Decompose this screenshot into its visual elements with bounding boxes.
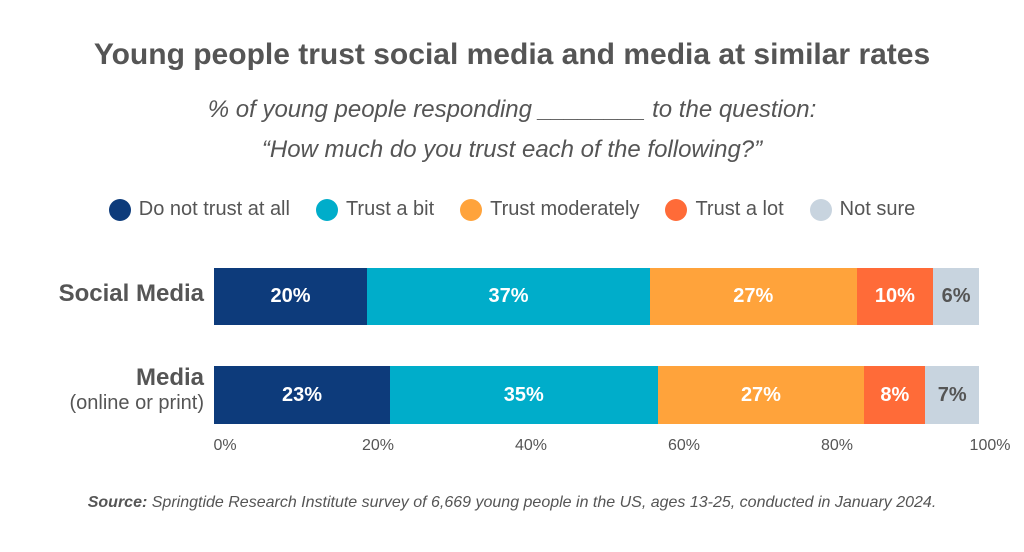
x-tick-label: 0% [213, 437, 237, 454]
bar-segment: 7% [925, 366, 979, 424]
chart-title: Young people trust social media and medi… [93, 38, 931, 71]
category-label: Social Media [59, 280, 204, 308]
data-label: 10% [874, 285, 915, 307]
bar-segment: 10% [856, 268, 934, 325]
x-tick-label: 60% [667, 437, 701, 454]
legend-swatch [809, 198, 832, 221]
legend-label: Trust a bit [345, 198, 435, 220]
source-label: Source: [87, 494, 148, 511]
legend-item: Trust a lot [665, 198, 784, 221]
data-label: 23% [281, 383, 322, 406]
bar-segment: 27% [650, 268, 857, 325]
data-label: 37% [488, 285, 529, 307]
legend-swatch [108, 198, 131, 221]
data-label: 6% [941, 285, 971, 307]
bar-segment: 8% [864, 366, 926, 424]
category-name: Social Media [58, 280, 204, 307]
legend-label: Trust moderately [490, 198, 640, 220]
x-tick-label: 80% [820, 437, 854, 454]
data-label: 8% [880, 383, 910, 406]
legend-item: Not sure [809, 198, 916, 221]
source-text: Springtide Research Institute survey of … [147, 494, 937, 511]
legend-label: Trust a lot [695, 198, 784, 220]
legend-label: Not sure [839, 198, 916, 220]
legend-swatch [665, 198, 688, 221]
chart-subtitle-line-1: % of young people responding ________ to… [207, 96, 817, 123]
chart-subtitle-line-2: “How much do you trust each of the follo… [261, 136, 763, 163]
legend-label: Do not trust at all [138, 198, 290, 220]
category-sublabel: (online or print) [69, 392, 204, 414]
x-tick-label: 40% [514, 437, 548, 454]
source-note: Source: Springtide Research Institute su… [0, 494, 1024, 512]
legend-item: Trust a bit [315, 198, 435, 221]
bar-segment: 27% [657, 366, 865, 424]
data-label: 20% [270, 285, 311, 307]
bar-segment: 20% [214, 268, 367, 325]
legend-item: Trust moderately [460, 198, 639, 221]
data-label: 35% [503, 383, 544, 406]
x-tick-label: 20% [361, 437, 395, 454]
category-label: Media (online or print) [69, 364, 204, 415]
bar-segment: 6% [933, 268, 979, 325]
data-label: 27% [740, 383, 781, 406]
legend-swatch [315, 198, 338, 221]
x-tick-label: 100% [969, 437, 1011, 454]
category-name: Media [135, 364, 204, 391]
bar-segment: 35% [389, 366, 658, 424]
legend: Do not trust at all Trust a bit Trust mode… [0, 198, 1024, 221]
bar-segment: 23% [214, 366, 390, 424]
data-label: 27% [733, 285, 774, 307]
bar-segment: 37% [367, 268, 651, 325]
data-label: 7% [937, 383, 967, 406]
legend-item: Do not trust at all [108, 198, 290, 221]
legend-swatch [460, 198, 483, 221]
